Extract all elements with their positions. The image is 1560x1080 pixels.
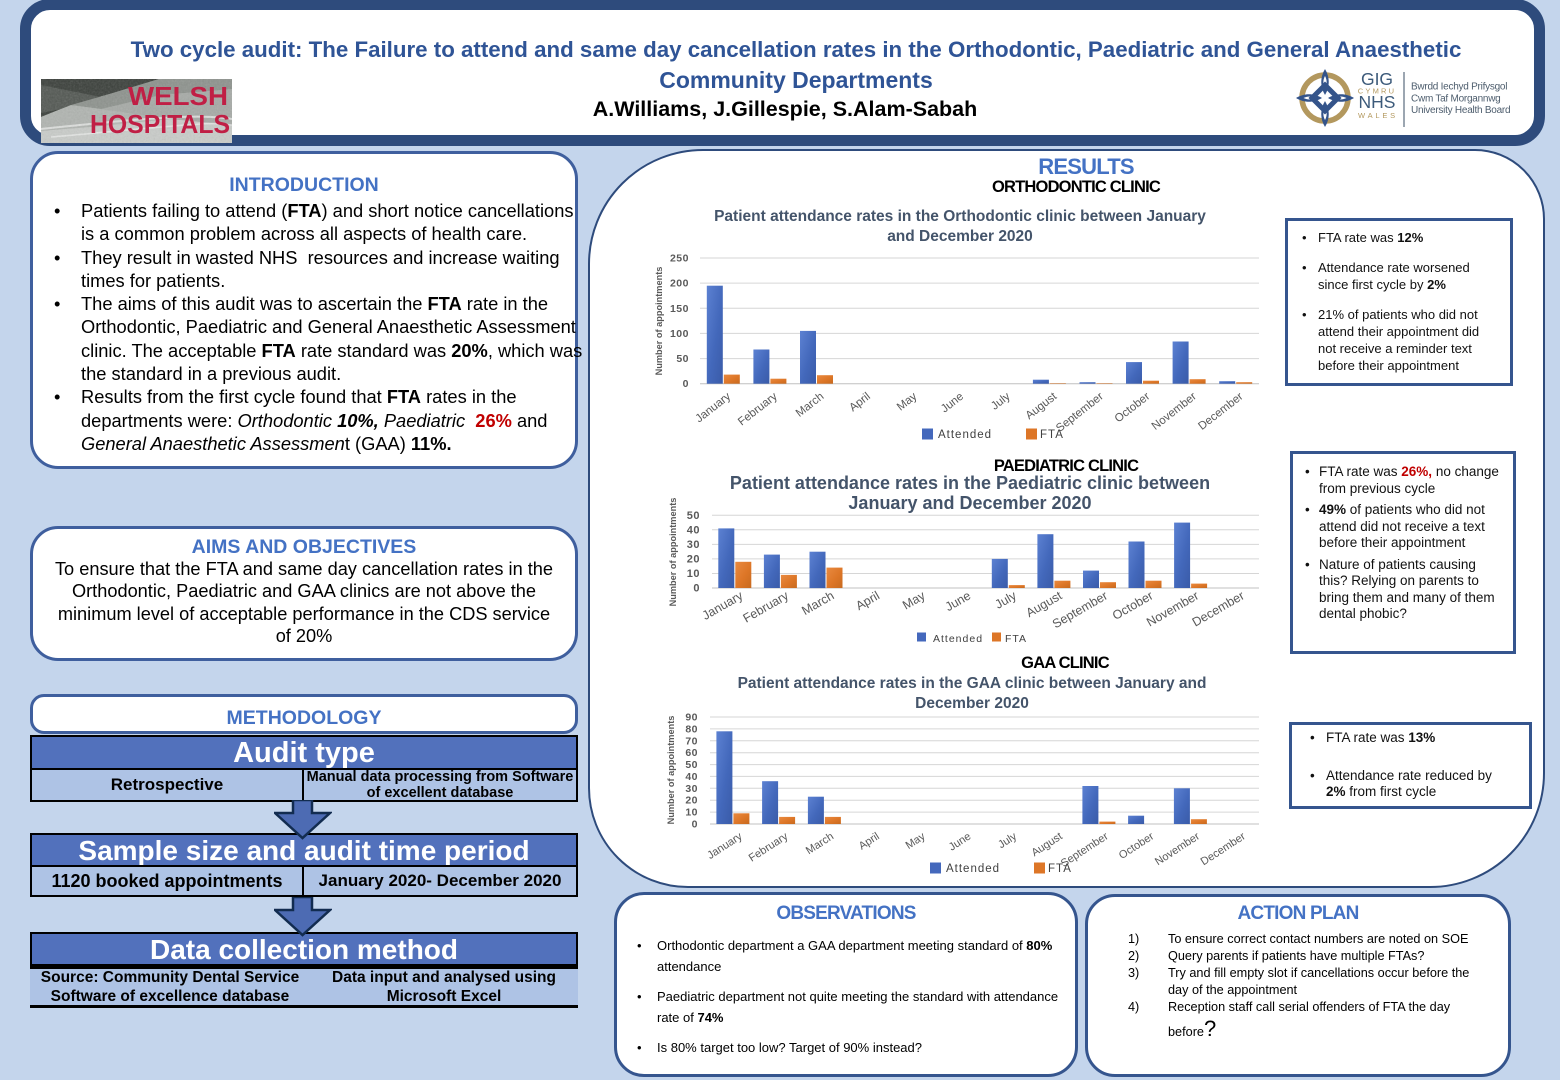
svg-text:Cwm Taf Morgannwg: Cwm Taf Morgannwg xyxy=(1411,93,1501,104)
svg-text:November: November xyxy=(1153,830,1202,868)
svg-text:30: 30 xyxy=(685,783,698,795)
svg-text:December: December xyxy=(1190,588,1247,629)
svg-text:July: July xyxy=(993,588,1020,612)
svg-text:90: 90 xyxy=(685,712,698,724)
svg-text:December: December xyxy=(1196,391,1245,433)
svg-text:0: 0 xyxy=(693,583,700,595)
svg-text:WELSH: WELSH xyxy=(128,81,228,111)
svg-text:University Health Board: University Health Board xyxy=(1411,105,1510,116)
svg-text:October: October xyxy=(1113,391,1153,426)
svg-text:October: October xyxy=(1117,830,1157,862)
svg-text:40: 40 xyxy=(685,771,698,783)
svg-text:Attended: Attended xyxy=(946,863,1000,875)
svg-text:June: June xyxy=(943,588,974,614)
svg-text:June: June xyxy=(939,391,966,416)
svg-text:January and December 2020: January and December 2020 xyxy=(848,493,1091,513)
svg-text:March: March xyxy=(804,830,836,857)
svg-text:April: April xyxy=(847,391,873,415)
svg-text:CYMRU: CYMRU xyxy=(1358,87,1397,96)
svg-text:and December 2020: and December 2020 xyxy=(887,228,1033,245)
svg-text:10: 10 xyxy=(687,568,700,580)
svg-text:May: May xyxy=(900,588,928,612)
svg-text:Bwrdd Iechyd Prifysgol: Bwrdd Iechyd Prifysgol xyxy=(1411,82,1507,93)
svg-text:Patient attendance rates in th: Patient attendance rates in the Orthodon… xyxy=(714,208,1206,225)
svg-text:January: January xyxy=(705,830,745,862)
svg-text:WALES: WALES xyxy=(1358,111,1398,120)
svg-text:June: June xyxy=(947,830,974,853)
svg-text:10: 10 xyxy=(685,807,698,819)
svg-text:150: 150 xyxy=(670,303,689,315)
svg-text:July: July xyxy=(996,830,1019,851)
svg-text:December 2020: December 2020 xyxy=(915,695,1029,712)
svg-text:50: 50 xyxy=(687,510,700,522)
svg-text:April: April xyxy=(857,830,882,852)
svg-text:August: August xyxy=(1024,390,1060,422)
svg-text:GIG: GIG xyxy=(1361,69,1393,89)
svg-text:FTA: FTA xyxy=(1005,633,1027,645)
svg-text:May: May xyxy=(904,830,928,852)
svg-text:May: May xyxy=(895,390,920,413)
svg-text:Attended: Attended xyxy=(938,429,992,441)
svg-text:August: August xyxy=(1029,830,1064,859)
svg-text:HOSPITALS: HOSPITALS xyxy=(90,109,230,139)
svg-text:NHS: NHS xyxy=(1359,92,1396,112)
svg-text:0: 0 xyxy=(692,819,698,831)
svg-text:February: February xyxy=(736,390,780,428)
svg-text:0: 0 xyxy=(683,378,689,390)
svg-text:80: 80 xyxy=(685,723,698,735)
svg-text:100: 100 xyxy=(670,328,689,340)
svg-text:January: January xyxy=(694,390,734,425)
svg-text:Number of appointments: Number of appointments xyxy=(668,498,678,607)
svg-text:20: 20 xyxy=(685,795,698,807)
svg-text:Patient attendance rates in th: Patient attendance rates in the Paediatr… xyxy=(730,473,1210,493)
svg-text:50: 50 xyxy=(676,353,689,365)
svg-text:70: 70 xyxy=(685,735,698,747)
svg-text:20: 20 xyxy=(687,553,700,565)
svg-text:Number of appointments: Number of appointments xyxy=(666,716,676,825)
svg-text:30: 30 xyxy=(687,539,700,551)
svg-text:March: March xyxy=(799,588,836,618)
svg-text:50: 50 xyxy=(685,759,698,771)
svg-text:Number of appointments: Number of appointments xyxy=(654,267,664,376)
svg-text:February: February xyxy=(741,588,792,626)
svg-text:December: December xyxy=(1199,830,1248,868)
svg-text:March: March xyxy=(794,391,827,420)
svg-text:Patient attendance rates in th: Patient attendance rates in the GAA clin… xyxy=(738,675,1207,692)
svg-text:April: April xyxy=(853,588,882,613)
svg-text:250: 250 xyxy=(670,253,689,265)
svg-text:FTA: FTA xyxy=(1048,863,1072,875)
svg-text:November: November xyxy=(1150,391,1199,433)
svg-text:July: July xyxy=(989,390,1013,412)
svg-text:200: 200 xyxy=(670,278,689,290)
svg-text:FTA: FTA xyxy=(1040,429,1064,441)
svg-text:60: 60 xyxy=(685,747,698,759)
svg-text:40: 40 xyxy=(687,524,700,536)
svg-text:Attended: Attended xyxy=(933,633,983,645)
svg-text:January: January xyxy=(700,588,746,623)
svg-text:February: February xyxy=(747,830,791,864)
